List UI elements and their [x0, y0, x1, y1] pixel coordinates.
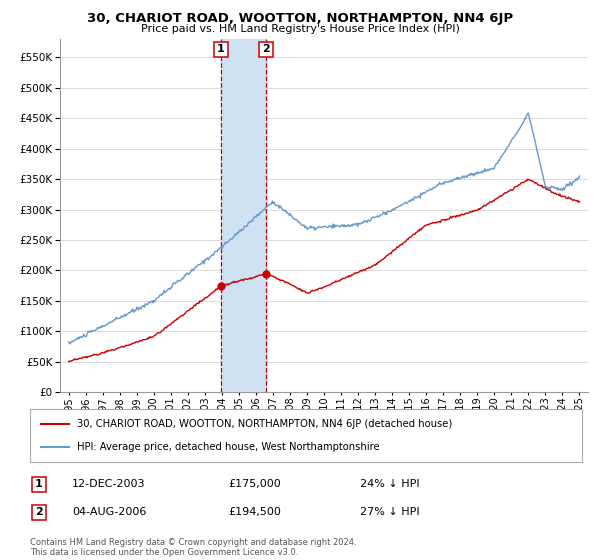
Bar [221, 39, 266, 392]
Text: 04-AUG-2006: 04-AUG-2006 [72, 507, 146, 517]
Text: Price paid vs. HM Land Registry's House Price Index (HPI): Price paid vs. HM Land Registry's House … [140, 24, 460, 34]
Text: Contains HM Land Registry data © Crown copyright and database right 2024.
This d: Contains HM Land Registry data © Crown c… [30, 538, 356, 557]
Text: 2: 2 [262, 44, 270, 54]
Text: 1: 1 [35, 479, 43, 489]
Text: 1: 1 [217, 44, 225, 54]
Text: £175,000: £175,000 [228, 479, 281, 489]
Text: 24% ↓ HPI: 24% ↓ HPI [360, 479, 419, 489]
Text: 2: 2 [35, 507, 43, 517]
Text: 30, CHARIOT ROAD, WOOTTON, NORTHAMPTON, NN4 6JP (detached house): 30, CHARIOT ROAD, WOOTTON, NORTHAMPTON, … [77, 419, 452, 429]
Text: 30, CHARIOT ROAD, WOOTTON, NORTHAMPTON, NN4 6JP: 30, CHARIOT ROAD, WOOTTON, NORTHAMPTON, … [87, 12, 513, 25]
FancyBboxPatch shape [30, 409, 582, 462]
Text: 12-DEC-2003: 12-DEC-2003 [72, 479, 146, 489]
Text: £194,500: £194,500 [228, 507, 281, 517]
Text: 27% ↓ HPI: 27% ↓ HPI [360, 507, 419, 517]
Text: HPI: Average price, detached house, West Northamptonshire: HPI: Average price, detached house, West… [77, 442, 380, 452]
